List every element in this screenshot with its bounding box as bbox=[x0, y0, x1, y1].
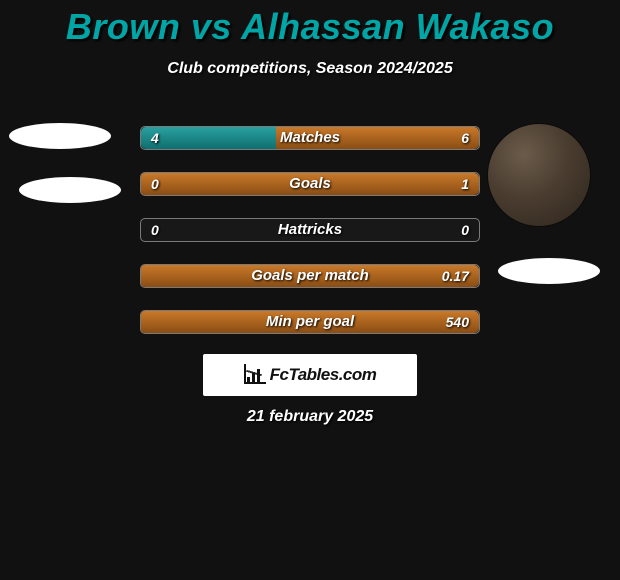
bar-left-fill bbox=[141, 127, 276, 149]
bar-value-left: 4 bbox=[151, 127, 159, 149]
bar-value-left: 0 bbox=[151, 219, 159, 241]
bar-row: 01Goals bbox=[140, 172, 480, 196]
bar-value-right: 540 bbox=[446, 311, 469, 333]
bar-value-right: 0 bbox=[461, 219, 469, 241]
date-label: 21 february 2025 bbox=[0, 408, 620, 426]
bar-right-fill bbox=[276, 127, 479, 149]
bar-row: 0.17Goals per match bbox=[140, 264, 480, 288]
bar-right-fill bbox=[141, 265, 479, 287]
bar-row: 46Matches bbox=[140, 126, 480, 150]
comparison-bars: 46Matches01Goals00Hattricks0.17Goals per… bbox=[140, 126, 480, 356]
player-right-flag bbox=[498, 258, 600, 284]
fctables-logo: FcTables.com bbox=[203, 354, 417, 396]
chart-icon bbox=[244, 366, 264, 384]
bar-value-right: 6 bbox=[461, 127, 469, 149]
logo-text: FcTables.com bbox=[270, 365, 377, 385]
player-left-flag2 bbox=[19, 177, 121, 203]
bar-row: 540Min per goal bbox=[140, 310, 480, 334]
bar-right-fill bbox=[141, 311, 479, 333]
bar-label: Hattricks bbox=[141, 219, 479, 241]
bar-value-right: 0.17 bbox=[442, 265, 469, 287]
bar-row: 0 0Hattricks bbox=[140, 218, 480, 242]
bar-right-fill bbox=[141, 173, 479, 195]
subtitle: Club competitions, Season 2024/2025 bbox=[0, 60, 620, 78]
player-left-flag bbox=[9, 123, 111, 149]
player-right-avatar bbox=[488, 124, 590, 226]
page-title: Brown vs Alhassan Wakaso bbox=[0, 0, 620, 48]
bar-value-right: 1 bbox=[461, 173, 469, 195]
bar-value-left: 0 bbox=[151, 173, 159, 195]
